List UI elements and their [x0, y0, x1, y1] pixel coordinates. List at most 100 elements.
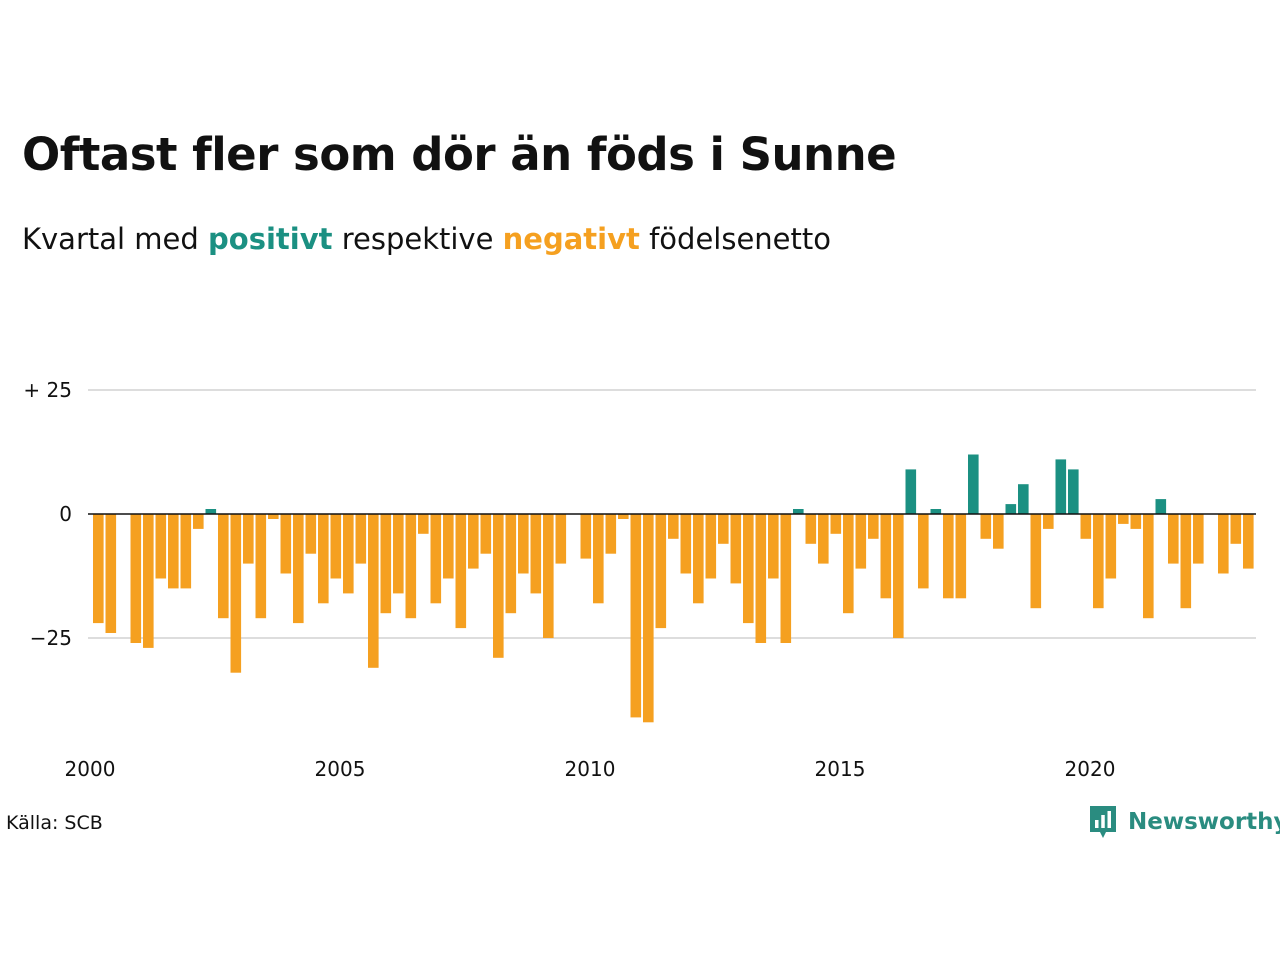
bar-2005Q1 — [343, 514, 354, 594]
x-tick-label: 2010 — [565, 757, 616, 781]
bar-2003Q4 — [280, 514, 292, 574]
bar-2012Q1 — [693, 514, 704, 604]
bar-2021Q4 — [1180, 514, 1192, 609]
bar-2010Q1 — [593, 514, 604, 604]
bar-2022Q1 — [1193, 514, 1204, 564]
subtitle-positive-word: positivt — [208, 222, 333, 256]
subtitle-negative-word: negativt — [502, 222, 640, 256]
bar-2004Q2 — [305, 514, 317, 554]
brand-logo[interactable]: Newsworthy — [1088, 804, 1280, 840]
bar-2013Q2 — [755, 514, 767, 643]
bar-2003Q2 — [255, 514, 267, 619]
bar-2003Q3 — [268, 514, 279, 519]
bar-2005Q2 — [355, 514, 367, 564]
bar-2013Q3 — [768, 514, 779, 579]
bar-2020Q3 — [1118, 514, 1129, 524]
bar-2012Q3 — [718, 514, 729, 544]
axis-layer: + 25 0 −25 2000 2005 2010 2015 2020 — [23, 378, 1256, 781]
bar-2016Q2 — [905, 469, 917, 514]
bar-2002Q2 — [205, 509, 217, 514]
bar-2001Q3 — [168, 514, 179, 589]
bar-2021Q2 — [1155, 499, 1167, 514]
bar-chart: + 25 0 −25 2000 2005 2010 2015 2020 — [23, 378, 1256, 781]
source-note: Källa: SCB — [6, 812, 103, 834]
bar-2014Q4 — [830, 514, 842, 534]
bar-2017Q1 — [943, 514, 954, 599]
bar-2004Q4 — [330, 514, 342, 579]
bar-2003Q1 — [243, 514, 254, 564]
bar-2021Q3 — [1168, 514, 1179, 564]
bar-2007Q2 — [455, 514, 467, 629]
y-tick-label: + 25 — [23, 378, 72, 402]
bar-2020Q4 — [1130, 514, 1142, 529]
bar-2010Q2 — [605, 514, 617, 554]
bar-2002Q4 — [230, 514, 242, 673]
bar-2007Q4 — [480, 514, 492, 554]
bar-2014Q1 — [793, 509, 804, 514]
bar-2008Q1 — [493, 514, 504, 658]
bar-2007Q3 — [468, 514, 479, 569]
y-tick-label: 0 — [59, 502, 72, 526]
bar-2019Q2 — [1055, 459, 1067, 514]
subtitle-prefix: Kvartal med — [22, 222, 199, 256]
bar-2011Q2 — [655, 514, 667, 629]
bar-2022Q4 — [1230, 514, 1242, 544]
subtitle-middle: respektive — [341, 222, 494, 256]
bar-2009Q2 — [555, 514, 567, 564]
bar-2000Q2 — [105, 514, 117, 633]
bar-2013Q1 — [743, 514, 754, 624]
bar-2001Q2 — [155, 514, 167, 579]
bar-2021Q1 — [1143, 514, 1154, 619]
bar-2014Q3 — [818, 514, 829, 564]
bar-2017Q3 — [968, 454, 979, 514]
bar-2008Q3 — [518, 514, 529, 574]
bar-2015Q4 — [880, 514, 892, 599]
bar-2020Q1 — [1093, 514, 1104, 609]
bar-2012Q2 — [705, 514, 717, 579]
chart-subtitle: Kvartal med positivt respektive negativt… — [22, 222, 831, 256]
grid-layer — [88, 389, 1256, 639]
bar-2011Q1 — [643, 514, 654, 723]
bar-2012Q4 — [730, 514, 742, 584]
bar-2018Q3 — [1018, 484, 1029, 514]
x-tick-label: 2000 — [65, 757, 116, 781]
bar-2018Q1 — [993, 514, 1004, 549]
x-tick-label: 2015 — [815, 757, 866, 781]
subtitle-suffix: födelsenetto — [649, 222, 831, 256]
bar-2009Q1 — [543, 514, 554, 638]
bar-2004Q3 — [318, 514, 329, 604]
bar-2002Q3 — [218, 514, 229, 619]
bar-2015Q1 — [843, 514, 854, 614]
bar-2008Q4 — [530, 514, 542, 594]
bar-2015Q2 — [855, 514, 867, 569]
bar-2011Q4 — [680, 514, 692, 574]
bar-2013Q4 — [780, 514, 792, 643]
bar-2007Q1 — [443, 514, 454, 579]
bar-2017Q2 — [955, 514, 967, 599]
bar-2005Q4 — [380, 514, 392, 614]
bar-2004Q1 — [293, 514, 304, 624]
bar-2016Q3 — [918, 514, 929, 589]
bar-2010Q4 — [630, 514, 642, 718]
bar-2000Q4 — [130, 514, 142, 643]
bar-2019Q4 — [1080, 514, 1092, 539]
newsworthy-icon — [1090, 806, 1116, 838]
bar-2006Q1 — [393, 514, 404, 594]
x-tick-label: 2005 — [315, 757, 366, 781]
bar-2022Q3 — [1218, 514, 1229, 574]
bar-2001Q4 — [180, 514, 192, 589]
bar-2014Q2 — [805, 514, 817, 544]
x-tick-label: 2020 — [1065, 757, 1116, 781]
bar-2023Q1 — [1243, 514, 1254, 569]
bar-2015Q3 — [868, 514, 879, 539]
bar-2016Q4 — [930, 509, 942, 514]
brand-name: Newsworthy — [1128, 809, 1280, 835]
bar-2001Q1 — [143, 514, 154, 648]
bar-2020Q2 — [1105, 514, 1117, 579]
bar-2018Q2 — [1005, 504, 1017, 514]
bar-2006Q2 — [405, 514, 417, 619]
bar-2011Q3 — [668, 514, 679, 539]
bar-2006Q3 — [418, 514, 429, 534]
bar-2019Q1 — [1043, 514, 1054, 529]
bar-2005Q3 — [368, 514, 379, 668]
